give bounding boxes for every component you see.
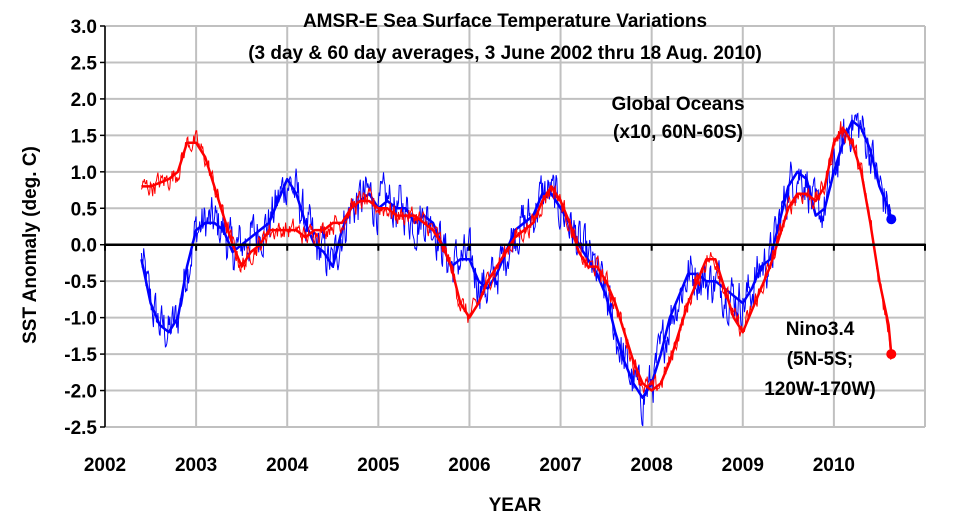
- y-tick-label: 0.5: [71, 199, 98, 220]
- global-60day-line: [140, 119, 893, 400]
- y-tick-label: 2.0: [71, 90, 97, 111]
- nino-60day-line: [141, 126, 893, 392]
- x-tick-label: 2009: [722, 455, 764, 476]
- y-axis-label: SST Anomaly (deg. C): [20, 146, 41, 344]
- nino-label-line1: Nino3.4: [786, 319, 855, 340]
- x-tick-label: 2006: [448, 455, 490, 476]
- nino-endpoint-marker: [886, 349, 897, 360]
- x-tick-label: 2002: [84, 455, 126, 476]
- x-tick-label: 2010: [813, 455, 855, 476]
- y-tick-label: 2.5: [71, 53, 98, 74]
- y-tick-label: -1.5: [64, 345, 97, 366]
- y-tick-label: 3.0: [71, 17, 97, 38]
- y-tick-label: -2.0: [64, 382, 97, 403]
- global-label-line2: (x10, 60N-60S): [613, 122, 743, 143]
- y-tick-label: -2.5: [64, 418, 97, 439]
- x-tick-label: 2003: [175, 455, 217, 476]
- nino-label-line3: 120W-170W): [764, 379, 876, 400]
- x-tick-label: 2008: [631, 455, 673, 476]
- x-tick-label: 2005: [357, 455, 400, 476]
- y-tick-label: -1.0: [64, 309, 97, 330]
- series-layer: [140, 112, 897, 427]
- y-tick-label: 1.0: [71, 163, 97, 184]
- x-axis-label: YEAR: [489, 495, 542, 516]
- nino-label-line2: (5N-5S;: [787, 349, 854, 370]
- y-tick-label: -0.5: [64, 272, 97, 293]
- global-endpoint-marker: [886, 214, 897, 225]
- x-tick-label: 2007: [539, 455, 581, 476]
- chart-title: AMSR-E Sea Surface Temperature Variation…: [303, 11, 707, 32]
- global-label-line1: Global Oceans: [611, 94, 744, 115]
- x-tick-label: 2004: [266, 455, 309, 476]
- nino-3day-line: [140, 121, 892, 394]
- y-tick-label: 1.5: [71, 126, 98, 147]
- y-tick-label: 0.0: [71, 236, 97, 257]
- chart-subtitle: (3 day & 60 day averages, 3 June 2002 th…: [248, 43, 762, 64]
- axes: 3.0 2.5 2.0 1.5 1.0 0.5 0.0 -0.5 -1.0 -1.5 -2.0 -2.…: [64, 17, 926, 476]
